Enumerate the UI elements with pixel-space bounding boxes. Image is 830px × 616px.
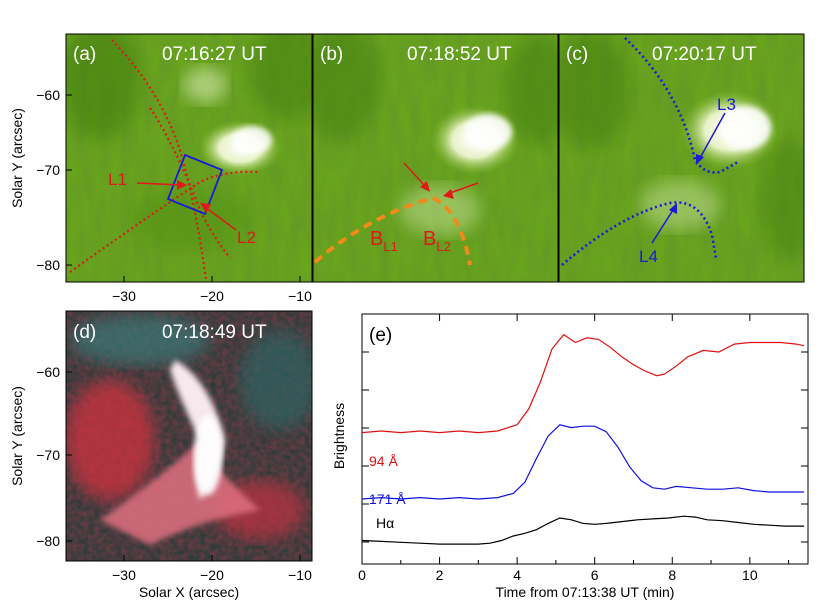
x-tick-label-0: 0 [358, 567, 366, 583]
panel-e-y-ticks [362, 351, 808, 543]
panel-d-time: 07:18:49 UT [162, 322, 267, 343]
series-line-1 [361, 424, 805, 500]
x-tick-label-5: 10 [742, 567, 758, 583]
loop-label-l3: L3 [717, 95, 736, 114]
y-axis-label-bottom: Solar Y (arcsec) [9, 386, 25, 486]
loop-label-l2: L2 [237, 228, 256, 247]
panel-c-image [559, 34, 804, 282]
panel-a: (a) 07:16:27 UT L1 L2 [65, 33, 313, 283]
panel-a-label: (a) [73, 44, 96, 65]
panel-e-frame [361, 313, 809, 565]
x-tick-label-3: 6 [591, 567, 599, 583]
loop-label-l1: L1 [108, 170, 127, 189]
x-tick-a-10: −10 [288, 288, 312, 304]
panel-d-label: (d) [73, 322, 96, 343]
x-tick-d-20: −20 [200, 567, 224, 583]
chart-xlabel: Time from 07:13:38 UT (min) [496, 584, 675, 600]
y-tick-d-70: −70 [36, 447, 60, 463]
panel-b-label: (b) [320, 44, 343, 65]
panel-e: (e) 0 2 4 6 8 10 Brightness Time from 07:13:3… [331, 313, 809, 600]
panel-c-label: (c) [566, 44, 588, 65]
x-tick-a-30: −30 [112, 288, 136, 304]
panel-b-image [313, 34, 558, 282]
x-tick-label-4: 8 [668, 567, 676, 583]
y-tick-d-60: −60 [36, 364, 60, 380]
panel-a-time: 07:16:27 UT [162, 44, 267, 65]
series-label-ha: Hα [376, 515, 394, 531]
x-axis-label-d: Solar X (arcsec) [139, 584, 239, 600]
series-label-171: 171 Å [369, 491, 406, 507]
x-tick-label-1: 2 [436, 567, 444, 583]
panel-e-label: (e) [369, 325, 392, 346]
y-axis-label-top: Solar Y (arcsec) [9, 108, 25, 208]
x-tick-d-10: −10 [288, 567, 312, 583]
panel-b-time: 07:18:52 UT [407, 44, 512, 65]
loop-label-l4: L4 [639, 247, 658, 266]
chart-ylabel: Brightness [331, 403, 347, 469]
panel-e-x-ticks: 0 2 4 6 8 10 [358, 314, 790, 583]
series-line-2 [361, 515, 805, 545]
panel-d-image [66, 311, 312, 561]
series-label-94: 94 Å [369, 453, 398, 469]
x-tick-label-2: 4 [513, 567, 521, 583]
branch-label-bl2: BL2 [423, 228, 451, 254]
branch-label-bl1: BL1 [370, 228, 398, 254]
y-tick-a-60: −60 [36, 87, 60, 103]
y-tick-a-80: −80 [36, 257, 60, 273]
panel-b: (b) 07:18:52 UT BL1 BL2 [312, 33, 559, 283]
top-row-axes: −60 −70 −80 −30 −20 −10 Solar Y (arcsec) [9, 87, 312, 304]
series-line-0 [361, 333, 805, 434]
panel-e-series [361, 333, 805, 545]
panel-a-image [66, 34, 312, 282]
y-tick-a-70: −70 [36, 162, 60, 178]
panel-c: (c) 07:20:17 UT L3 L4 [558, 33, 805, 283]
x-tick-d-30: −30 [112, 567, 136, 583]
y-tick-d-80: −80 [36, 533, 60, 549]
panel-d: (d) 07:18:49 UT −60 −70 −80 −30 −20 −10 … [9, 310, 313, 600]
panel-c-time: 07:20:17 UT [652, 44, 757, 65]
x-tick-a-20: −20 [200, 288, 224, 304]
